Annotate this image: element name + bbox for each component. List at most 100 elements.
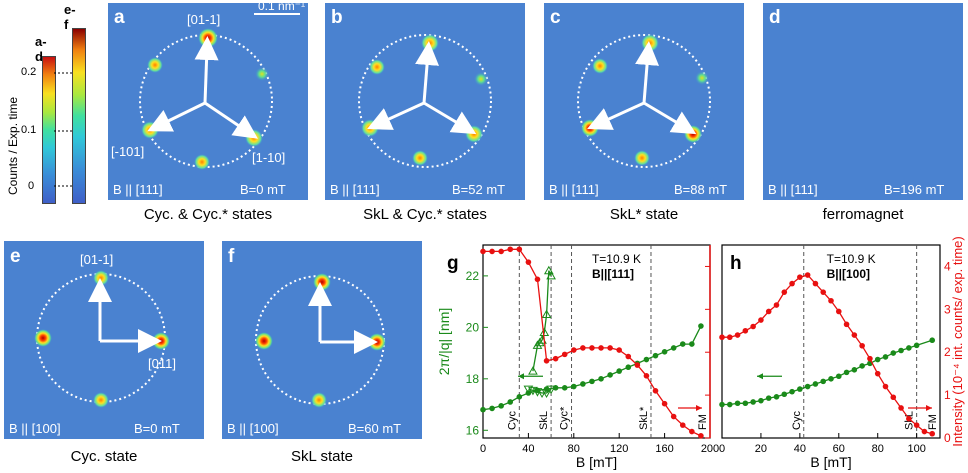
- chart-g-series-3-point-11: [580, 345, 586, 351]
- chart-h-series-0-point-7: [773, 394, 780, 400]
- chart-g-xtick-label-4: 160: [655, 443, 673, 455]
- panel-f-bval: B=60 mT: [348, 421, 401, 436]
- chart-g-series-1-point-1: [532, 340, 543, 349]
- chart-g-series-0-point-9: [561, 385, 568, 391]
- chart-g-series-0-point-11: [580, 381, 586, 387]
- chart-h-series-0-point-15: [835, 373, 842, 380]
- chart-h-series-0-point-2: [734, 400, 741, 407]
- panel-a-bval: B=0 mT: [240, 182, 286, 197]
- chart-h-series-1-line: [722, 274, 933, 435]
- chart-h-series-0-point-8: [781, 391, 788, 398]
- panel-e: [4, 241, 204, 439]
- panel-a-label-right: [1-10]: [252, 150, 285, 165]
- chart-g-ytick-left-label-3: 22: [466, 269, 480, 283]
- chart-h-series-0-point-4: [750, 399, 756, 405]
- chart-g-series-1-point-7: [546, 270, 556, 280]
- caption-c: SkL* state: [609, 206, 679, 223]
- chart-h-xtick-label-0: 0: [719, 443, 725, 455]
- chart-h-xtick-label-4: 80: [872, 443, 884, 455]
- panel-c-bval: B=88 mT: [674, 182, 727, 197]
- chart-h-series-1-point-6: [765, 308, 772, 315]
- chart-g-xtick-label-1: 40: [522, 443, 534, 455]
- chart-g-series-2-point-5: [546, 385, 556, 395]
- chart-g-phase-2: Cyc*: [559, 406, 571, 430]
- chart-g-series-3-point-7: [543, 358, 550, 364]
- chart-g-series-0-point-22: [679, 341, 686, 347]
- chart-g-series-3-point-6: [534, 276, 541, 283]
- chart-g-series-3-point-9: [561, 351, 568, 358]
- chart-g-series-0-point-18: [643, 356, 650, 363]
- chart-h-series-1-point-21: [882, 383, 889, 390]
- chart-g-series-3-point-20: [661, 400, 668, 407]
- chart-g-annotation: T=10.9 K: [592, 252, 641, 266]
- chart-h-series-0-point-22: [890, 350, 897, 356]
- chart-h-series-0-point-18: [859, 363, 865, 369]
- chart-g-series-3-point-12: [589, 345, 595, 351]
- chart-h-series-1-point-5: [758, 317, 764, 323]
- chart-g-series-0-point-16: [625, 364, 632, 371]
- panel-c-letter: c: [550, 7, 561, 28]
- chart-g-annotation2: B||[111]: [592, 267, 634, 281]
- chart-g-series-3-point-17: [634, 362, 641, 368]
- panel-b-bval: B=52 mT: [452, 182, 505, 197]
- chart-h-series-0-point-3: [742, 400, 749, 407]
- chart-h-series-0-point-20: [874, 356, 881, 363]
- panel-d-bval: B=196 mT: [884, 182, 944, 197]
- chart-g-xtick-label-5: 200: [701, 443, 719, 455]
- panel-d: [763, 3, 963, 200]
- panel-d-field: B || [111]: [768, 182, 818, 197]
- chart-g-series-0-point-20: [661, 348, 668, 355]
- panel-f: [222, 241, 422, 439]
- chart-h-series-1-point-20: [874, 370, 881, 377]
- chart-h-left-arrowhead: [757, 373, 763, 380]
- chart-g-series-3-point-16: [625, 353, 632, 360]
- chart-g-series-3-point-4: [516, 246, 523, 253]
- colorbar-ad: [42, 56, 56, 204]
- chart-h-series-1-point-9: [789, 280, 795, 287]
- chart-g-ylabel-right: Intensity (10⁻⁴ int. counts/ exp. time): [950, 236, 965, 446]
- chart-h-series-1-point-7: [773, 302, 780, 308]
- chart-g-series-3-point-22: [679, 422, 686, 428]
- chart-g-series-3-point-5: [525, 259, 532, 265]
- chart-h-xtick-label-3: 60: [833, 443, 845, 455]
- chart-h-series-1-point-13: [820, 289, 827, 295]
- chart-g-series-0-point-15: [616, 368, 622, 374]
- colorbar-ef: [72, 28, 86, 204]
- chart-g-series-0-point-14: [607, 372, 613, 378]
- colorbar-label-ef: e-f: [64, 2, 76, 32]
- chart-g-series-0-point-4: [516, 394, 523, 400]
- panel-f-letter: f: [228, 246, 235, 267]
- chart-g-series-3-point-23: [689, 428, 695, 435]
- chart-g-ytick-left-label-2: 20: [466, 320, 480, 334]
- chart-h-series-0-point-26: [929, 337, 936, 344]
- chart-h-series-1-point-26: [921, 428, 928, 435]
- chart-h-series-0-point-23: [898, 347, 904, 354]
- chart-g-ytick-left-label-0: 16: [466, 423, 480, 437]
- chart-h-series-1-point-8: [781, 289, 788, 295]
- colorbar-tick-01: 0.1: [21, 124, 37, 136]
- chart-g-series-3-point-19: [652, 388, 659, 394]
- chart-g-phase-1: SkL: [538, 411, 550, 430]
- chart-ytick-right-label-2: 2: [944, 345, 951, 359]
- chart-g-series-3-point-10: [571, 347, 577, 353]
- chart-h-xtick-label-2: 40: [794, 443, 806, 455]
- colorbar-tick-0: 0: [28, 180, 35, 192]
- chart-h-series-1-point-27: [929, 430, 936, 437]
- chart-h-series-0-point-12: [812, 381, 819, 387]
- caption-b: SkL & Cyc.* states: [363, 206, 487, 223]
- chart-g-series-0-point-10: [571, 383, 577, 390]
- chart-h-phase-2: FM: [927, 414, 939, 430]
- chart-h-series-1-point-1: [726, 334, 733, 341]
- chart-h-series-1-point-23: [898, 405, 904, 411]
- chart-h-series-0-point-13: [820, 378, 827, 385]
- chart-g-series-3-point-0: [480, 248, 486, 255]
- chart-h-series-1-point-14: [828, 297, 834, 304]
- panel-e-label-right: [011]: [148, 356, 176, 371]
- chart-ytick-right-label-3: 3: [944, 302, 951, 316]
- chart-h-letter: h: [730, 253, 742, 274]
- chart-g-series-3-point-13: [598, 345, 604, 351]
- chart-h-series-1-point-3: [742, 327, 749, 334]
- chart-g-series-0-point-1: [489, 405, 495, 412]
- chart-h-series-0-point-9: [789, 388, 795, 395]
